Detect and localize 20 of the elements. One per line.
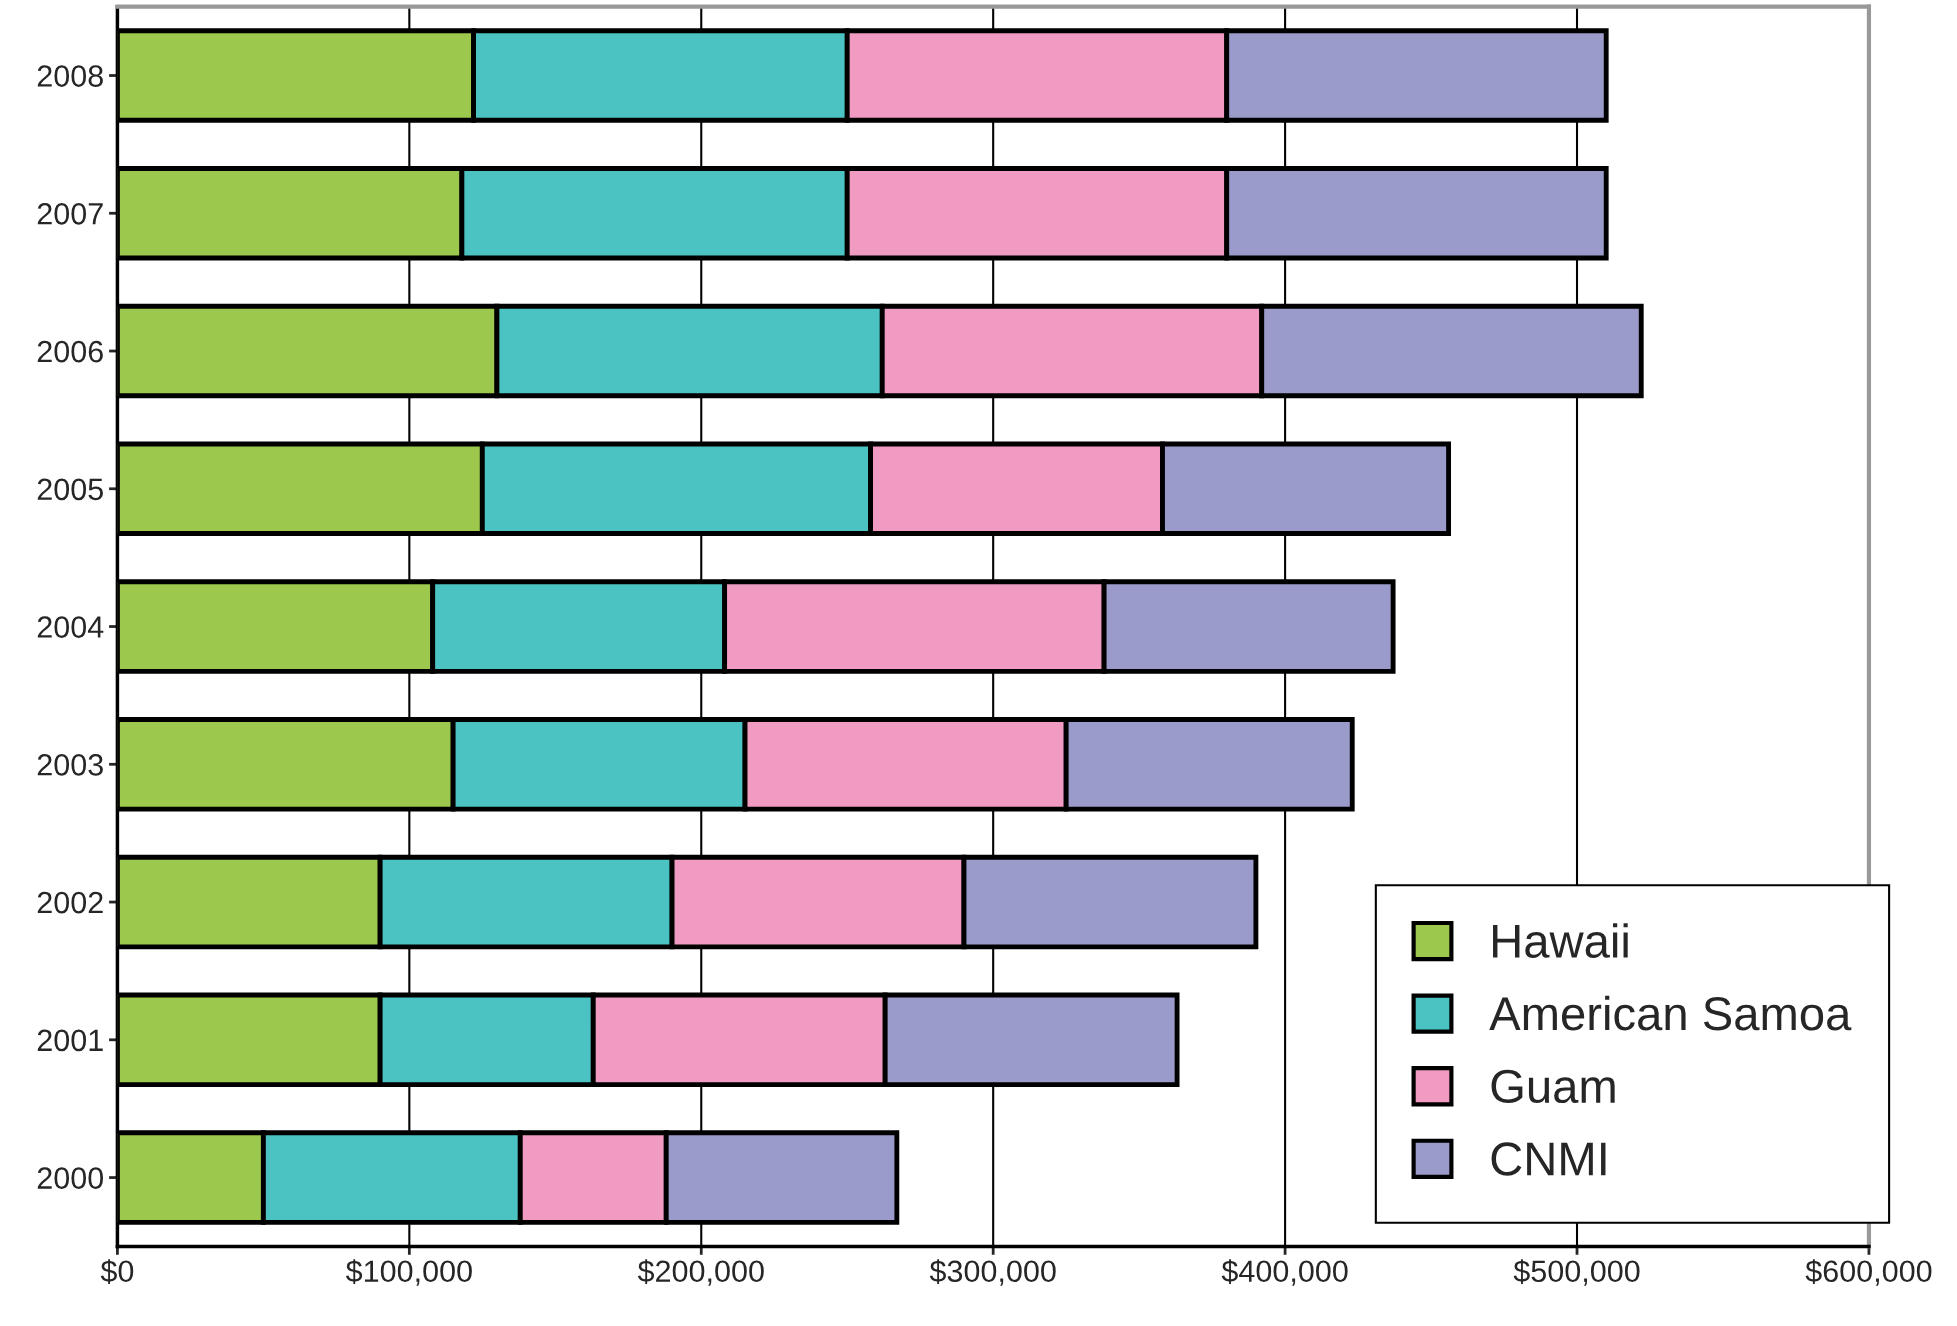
y-tick-label: 2006	[37, 340, 103, 363]
x-tick-label: $500,000	[1513, 1259, 1640, 1286]
y-tick-label: 2005	[37, 478, 103, 501]
x-tick-label: $0	[100, 1259, 134, 1284]
y-tick-label: 2008	[37, 65, 103, 87]
legend-label: CNMI	[1491, 1142, 1606, 1176]
y-tick-label: 2003	[37, 754, 103, 776]
legend-label: Hawaii	[1493, 923, 1628, 958]
y-tick-label: 2002	[37, 891, 103, 914]
x-tick-label: $200,000	[637, 1259, 764, 1286]
x-tick-label: $400,000	[1221, 1259, 1348, 1286]
y-tick-label: 2007	[37, 203, 103, 225]
x-tick-label: $600,000	[1805, 1259, 1932, 1286]
legend-label: American Samoa	[1489, 995, 1852, 1031]
x-tick-label: $100,000	[345, 1259, 472, 1286]
x-tick-label: $300,000	[929, 1259, 1056, 1286]
y-tick-label: 2001	[37, 1029, 103, 1052]
y-tick-label: 2004	[37, 616, 104, 638]
legend-label: Guam	[1491, 1069, 1615, 1104]
y-tick-label: 2000	[37, 1167, 104, 1189]
